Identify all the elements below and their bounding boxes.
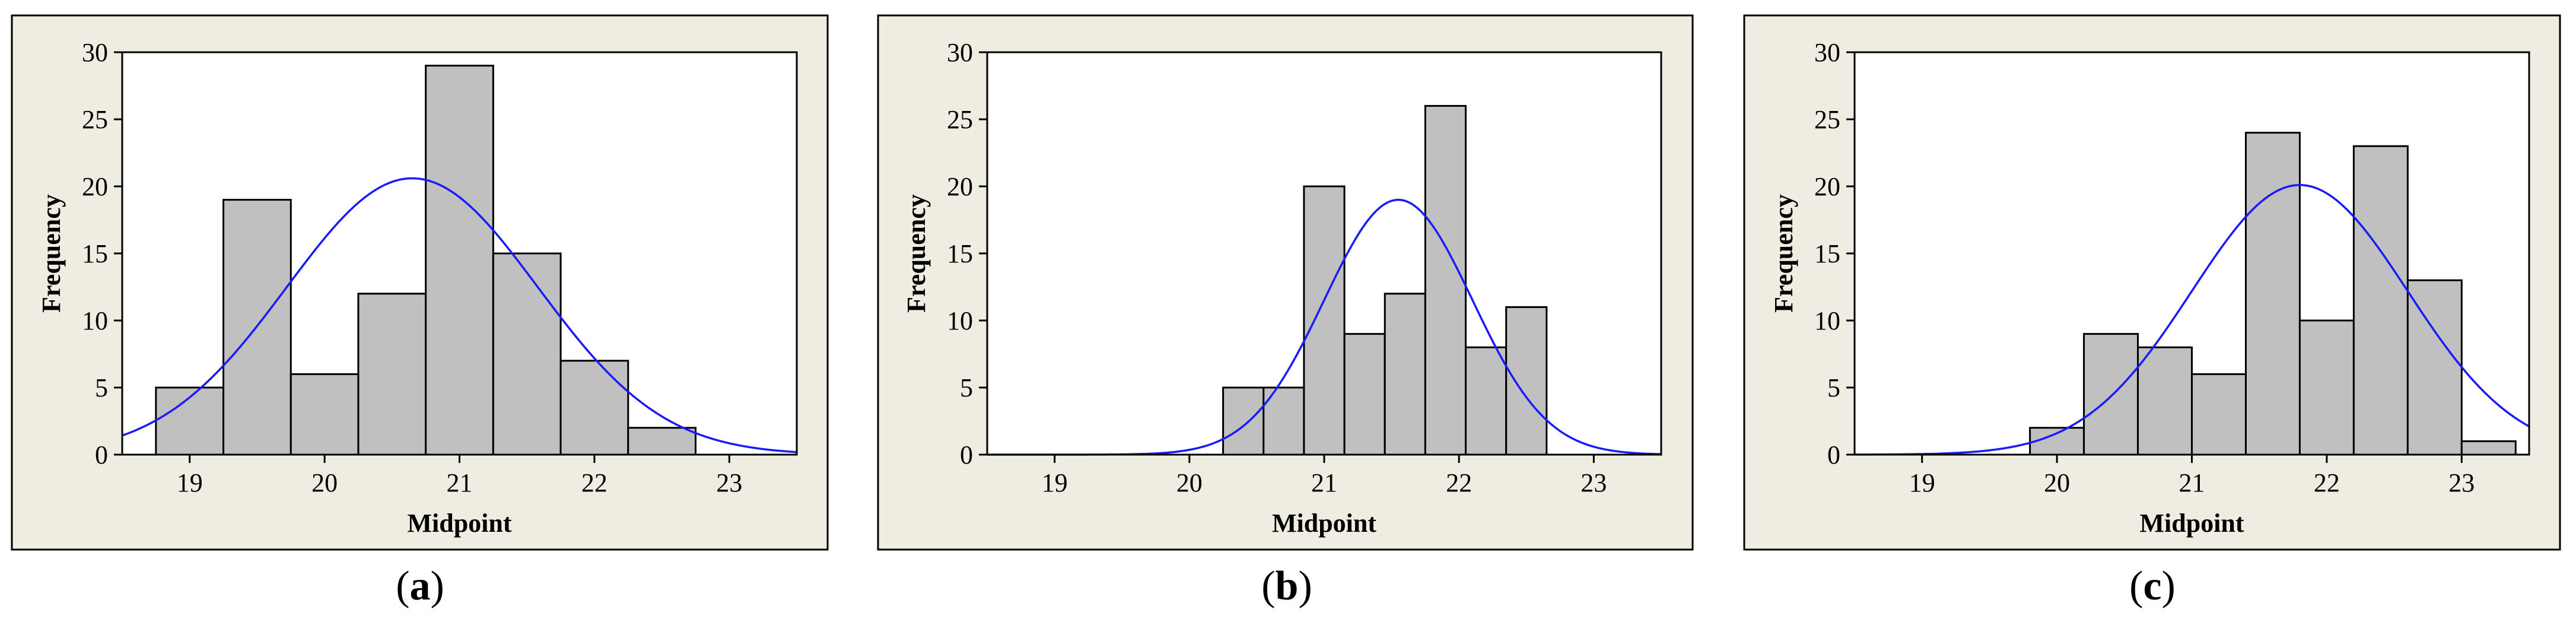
y-tick-label: 15 [1814,239,1840,268]
bar-a-0 [155,386,225,456]
y-tick-label: 10 [82,306,108,335]
bar-a-2 [290,373,360,456]
bar-b-4 [1384,293,1426,456]
bar-c-8 [2460,440,2517,456]
y-tick-label: 15 [82,239,108,268]
panel-caption: (b) [1261,563,1312,609]
y-tick-label: 30 [947,38,973,67]
bar-a-7 [627,427,697,456]
bar-c-1 [2083,333,2139,456]
x-tick-label: 20 [311,468,338,497]
x-tick-label: 23 [1580,468,1607,497]
y-tick-label: 5 [960,373,973,402]
bar-b-2 [1303,185,1346,456]
bar-c-4 [2244,132,2301,456]
y-tick-label: 20 [82,172,108,201]
x-tick-label: 21 [447,468,473,497]
bar-a-3 [357,293,427,456]
y-tick-label: 25 [947,105,973,134]
y-tick-label: 10 [1814,306,1840,335]
caption-close-paren: ) [431,563,444,609]
x-axis-label: Midpoint [407,509,511,538]
bar-b-0 [1222,386,1265,456]
caption-letter: b [1276,563,1299,609]
bar-c-6 [2352,145,2409,456]
panel-caption: (c) [2129,563,2176,609]
y-tick-label: 30 [82,38,108,67]
bar-b-5 [1424,104,1467,456]
y-tick-label: 10 [947,306,973,335]
y-tick-label: 25 [1814,105,1840,134]
panel-caption: (a) [396,563,444,609]
bar-b-6 [1465,346,1508,456]
y-tick-label: 30 [1814,38,1840,67]
x-tick-label: 20 [2044,468,2070,497]
bar-a-5 [492,252,562,456]
bar-a-6 [559,360,629,456]
caption-letter: a [410,563,431,609]
bar-b-7 [1505,306,1548,456]
caption-open-paren: ( [2129,563,2143,609]
y-tick-label: 15 [947,239,973,268]
y-tick-label: 0 [1827,440,1840,469]
panel-a: 0 5 10 15 20 25 30 19 20 21 22 23 Midpoint Frequency (… [11,14,829,609]
bar-a-4 [425,65,494,456]
bar-c-5 [2298,319,2355,456]
y-axis-label: Frequency [37,194,66,313]
x-tick-label: 20 [1176,468,1203,497]
x-tick-label: 19 [177,468,203,497]
bar-c-3 [2191,373,2247,456]
y-axis-label: Frequency [1769,194,1798,313]
panel-b: 0 5 10 15 20 25 30 19 20 21 22 23 Midpoint Frequency (… [877,14,1694,609]
x-tick-label: 23 [2448,468,2475,497]
caption-close-paren: ) [2162,563,2176,609]
x-tick-label: 19 [1042,468,1068,497]
y-tick-label: 25 [82,105,108,134]
x-tick-label: 22 [2314,468,2340,497]
bar-c-2 [2137,346,2193,456]
y-tick-label: 0 [960,440,973,469]
y-axis-label: Frequency [902,194,931,313]
x-tick-label: 21 [1311,468,1337,497]
caption-open-paren: ( [1261,563,1275,609]
x-axis-label: Midpoint [1272,509,1376,538]
x-tick-label: 19 [1909,468,1935,497]
x-tick-label: 22 [581,468,608,497]
x-axis-label: Midpoint [2139,509,2244,538]
normal-curve-a [122,177,797,453]
y-tick-label: 5 [95,373,108,402]
panel-c: 0 5 10 15 20 25 30 19 20 21 22 23 Midpoint Frequency (… [1743,14,2561,609]
x-tick-label: 22 [1446,468,1472,497]
normal-curve-c [1854,184,2530,456]
y-tick-label: 5 [1827,373,1840,402]
bar-b-3 [1343,333,1386,456]
x-tick-label: 21 [2179,468,2205,497]
bar-c-7 [2406,279,2463,456]
y-tick-label: 0 [95,440,108,469]
caption-close-paren: ) [1298,563,1312,609]
y-tick-label: 20 [947,172,973,201]
caption-letter: c [2143,563,2161,609]
caption-open-paren: ( [396,563,409,609]
y-tick-label: 20 [1814,172,1840,201]
x-tick-label: 23 [716,468,742,497]
